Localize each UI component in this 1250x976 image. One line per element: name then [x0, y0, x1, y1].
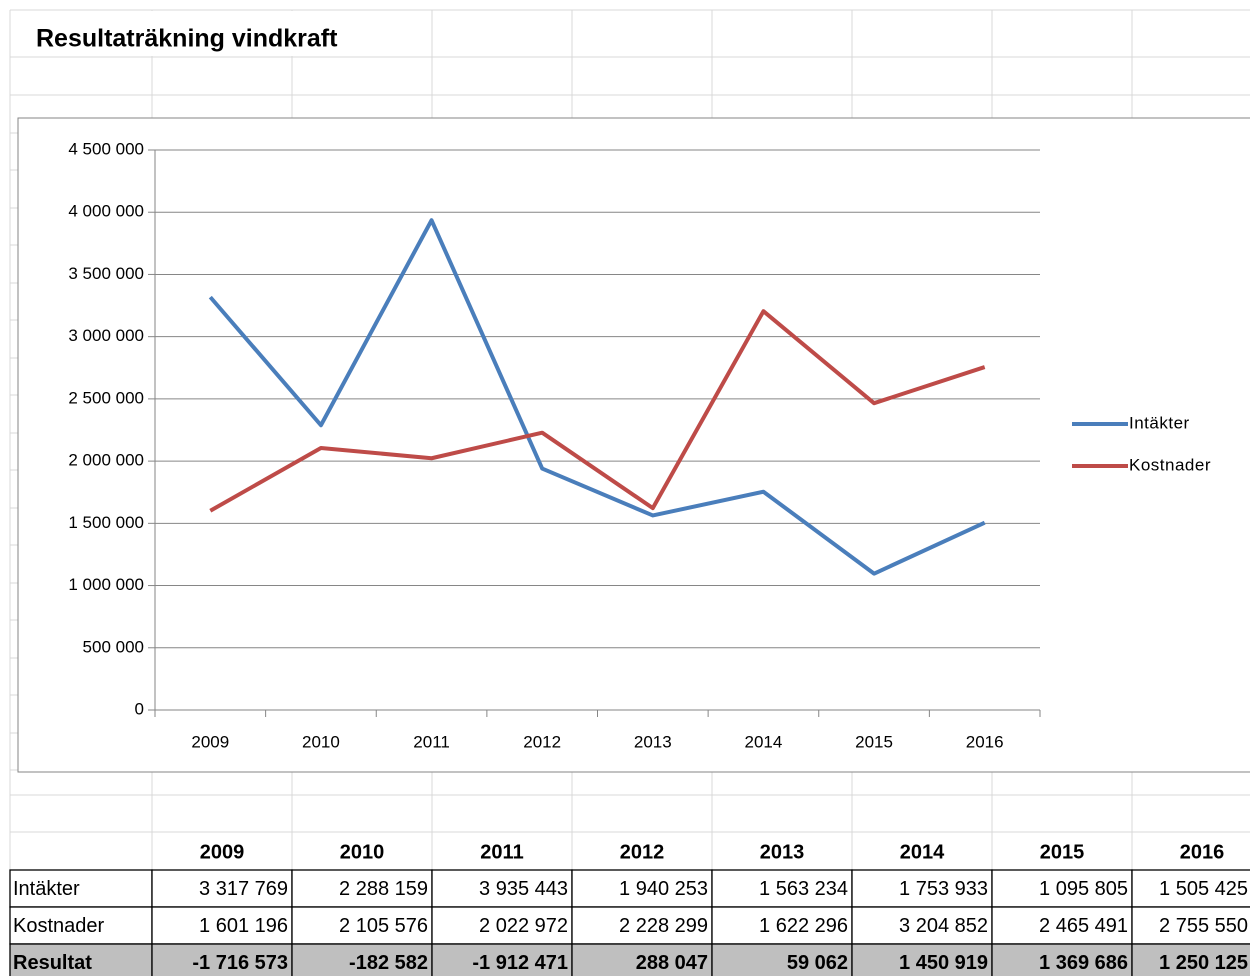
table-cell	[711, 943, 853, 976]
y-tick-label: 4 500 000	[68, 139, 144, 158]
table-value: 1 450 919	[899, 952, 988, 974]
table-value: 1 505 425	[1159, 878, 1248, 900]
table-value: 1 563 234	[759, 878, 848, 900]
table-cell	[1131, 943, 1250, 976]
data-line	[209, 309, 986, 513]
table-value: 2 755 550	[1159, 915, 1248, 937]
table-header: 2009	[200, 841, 245, 863]
table-value: 2 288 159	[339, 878, 428, 900]
table-header: 2011	[480, 841, 523, 863]
table-cell	[571, 869, 713, 908]
table-value: 2 022 972	[479, 915, 568, 937]
y-tick-label: 1 000 000	[68, 575, 144, 594]
table-cell	[9, 906, 153, 945]
table-value: 1 940 253	[619, 878, 708, 900]
table-cell	[851, 869, 993, 908]
x-tick-label: 2016	[966, 732, 1004, 751]
x-tick-label: 2014	[745, 732, 783, 751]
table-header: 2014	[900, 841, 945, 863]
table-header: 2015	[1040, 841, 1085, 863]
table-cell	[9, 943, 153, 976]
legend-label: Kostnader	[1129, 455, 1211, 474]
x-tick-label: 2015	[855, 732, 893, 751]
table-value: 3 204 852	[899, 915, 988, 937]
table-header: 2016	[1180, 841, 1225, 863]
table-header: 2012	[620, 841, 665, 863]
table-value: 1 622 296	[759, 915, 848, 937]
y-tick-label: 3 500 000	[68, 264, 144, 283]
table-value: 1 601 196	[199, 915, 288, 937]
row-label: Resultat	[13, 952, 92, 974]
row-label: Intäkter	[13, 878, 80, 900]
table-value: 1 250 125	[1159, 952, 1248, 974]
row-label: Kostnader	[13, 915, 105, 937]
table-cell	[851, 906, 993, 945]
x-tick-label: 2013	[634, 732, 672, 751]
x-tick-label: 2010	[302, 732, 340, 751]
table-value: -1 716 573	[192, 952, 288, 974]
y-tick-label: 2 000 000	[68, 451, 144, 470]
table-value: 3 317 769	[199, 878, 288, 900]
y-tick-label: 4 000 000	[68, 202, 144, 221]
table-value: 288 047	[636, 952, 708, 974]
table-value: 59 062	[787, 952, 848, 974]
table-cell	[571, 906, 713, 945]
table-header: 2010	[340, 841, 385, 863]
x-tick-label: 2012	[523, 732, 561, 751]
table-value: 2 105 576	[339, 915, 428, 937]
y-tick-label: 2 500 000	[68, 388, 144, 407]
data-line	[208, 218, 986, 576]
table-cell	[151, 869, 293, 908]
table-cell	[851, 943, 993, 976]
legend-label: Intäkter	[1129, 413, 1190, 432]
table-value: 1 095 805	[1039, 878, 1128, 900]
table-cell	[991, 943, 1133, 976]
table-value: 3 935 443	[479, 878, 568, 900]
chart-area	[17, 117, 1250, 773]
table-cell	[431, 943, 573, 976]
y-tick-label: 500 000	[83, 637, 144, 656]
title-cell	[11, 11, 431, 56]
x-tick-label: 2011	[413, 732, 450, 751]
table-header: 2013	[760, 841, 805, 863]
chart-title: Resultaträkning vindkraft	[36, 25, 338, 53]
table-value: -1 912 471	[472, 952, 568, 974]
table-cell	[291, 943, 433, 976]
table-cell	[431, 906, 573, 945]
table-cell	[711, 869, 853, 908]
table-value: 1 369 686	[1039, 952, 1128, 974]
table-value: 2 465 491	[1039, 915, 1128, 937]
y-tick-label: 0	[135, 699, 144, 718]
x-tick-label: 2009	[191, 732, 229, 751]
table-cell	[431, 869, 573, 908]
table-value: 2 228 299	[619, 915, 708, 937]
y-tick-label: 1 500 000	[68, 513, 144, 532]
table-cell	[9, 869, 153, 908]
table-value: -182 582	[349, 952, 428, 974]
y-tick-label: 3 000 000	[68, 326, 144, 345]
table-cell	[991, 869, 1133, 908]
table-value: 1 753 933	[899, 878, 988, 900]
